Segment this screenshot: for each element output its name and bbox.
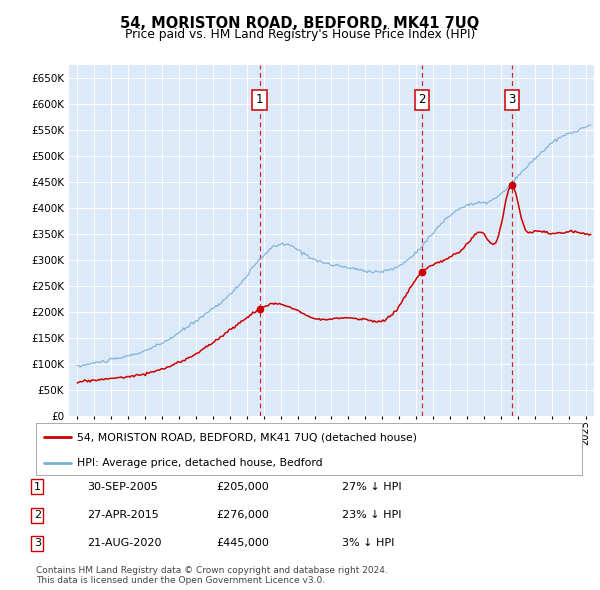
Text: 54, MORISTON ROAD, BEDFORD, MK41 7UQ (detached house): 54, MORISTON ROAD, BEDFORD, MK41 7UQ (de… <box>77 432 417 442</box>
Text: 1: 1 <box>34 482 41 491</box>
Text: 3: 3 <box>34 539 41 548</box>
Text: 23% ↓ HPI: 23% ↓ HPI <box>342 510 401 520</box>
Text: Price paid vs. HM Land Registry's House Price Index (HPI): Price paid vs. HM Land Registry's House … <box>125 28 475 41</box>
Text: 54, MORISTON ROAD, BEDFORD, MK41 7UQ: 54, MORISTON ROAD, BEDFORD, MK41 7UQ <box>121 16 479 31</box>
Text: 27-APR-2015: 27-APR-2015 <box>87 510 159 520</box>
Text: 3: 3 <box>508 93 515 106</box>
Text: 2: 2 <box>34 510 41 520</box>
Text: 2: 2 <box>418 93 425 106</box>
Text: 27% ↓ HPI: 27% ↓ HPI <box>342 482 401 491</box>
Text: Contains HM Land Registry data © Crown copyright and database right 2024.
This d: Contains HM Land Registry data © Crown c… <box>36 566 388 585</box>
Text: 21-AUG-2020: 21-AUG-2020 <box>87 539 161 548</box>
Text: 30-SEP-2005: 30-SEP-2005 <box>87 482 158 491</box>
Text: £445,000: £445,000 <box>216 539 269 548</box>
Text: HPI: Average price, detached house, Bedford: HPI: Average price, detached house, Bedf… <box>77 458 323 468</box>
Text: 3% ↓ HPI: 3% ↓ HPI <box>342 539 394 548</box>
Text: 1: 1 <box>256 93 263 106</box>
Text: £276,000: £276,000 <box>216 510 269 520</box>
Text: £205,000: £205,000 <box>216 482 269 491</box>
